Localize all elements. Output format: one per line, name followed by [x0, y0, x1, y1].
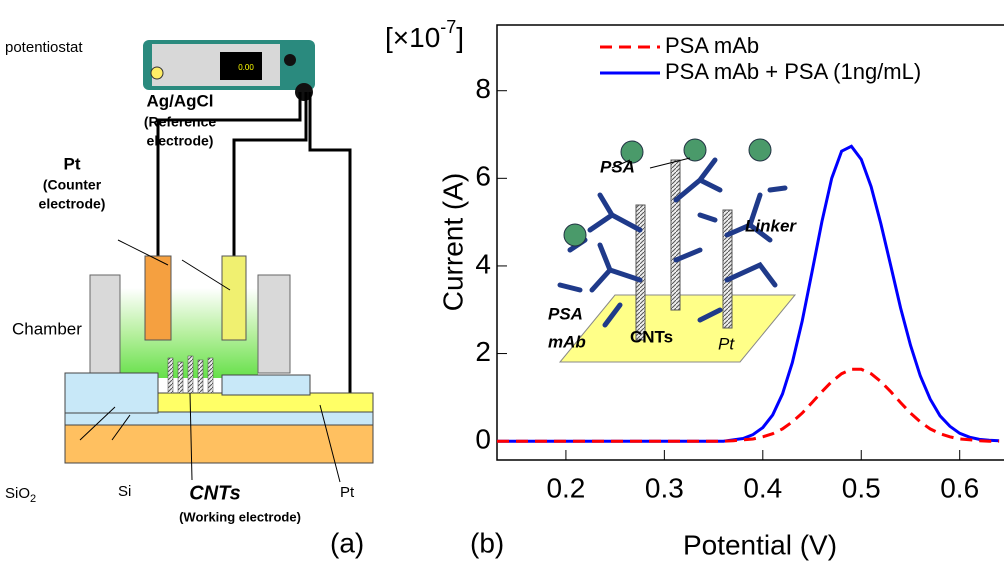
label: potentiostat [5, 39, 83, 56]
label: electrode) [39, 196, 106, 212]
annotation: PSA [600, 157, 635, 176]
y-tick-label: 2 [475, 336, 491, 367]
annotation: CNTs [630, 327, 673, 346]
cnt [636, 205, 645, 340]
label: SiO2 [5, 485, 36, 505]
annotation: Linker [745, 216, 797, 235]
x-tick-label: 0.2 [546, 472, 585, 503]
x-axis-label: Potential (V) [683, 529, 837, 560]
leader [118, 240, 230, 290]
y-axis-label: Current (A) [437, 173, 468, 311]
cnt [671, 160, 680, 310]
label: CNTs [189, 482, 240, 504]
knob [151, 67, 163, 79]
legend-label: PSA mAb [665, 33, 759, 58]
panel-label: (a) [330, 527, 364, 558]
chamber-wall [90, 275, 120, 373]
y-tick-label: 8 [475, 73, 491, 104]
data-line [497, 146, 999, 441]
reference-electrode [222, 256, 246, 340]
label: Pt [64, 154, 81, 173]
cnt [723, 210, 732, 328]
label: (Reference [144, 114, 217, 130]
scale-label: [×10-7] [385, 17, 464, 54]
x-tick-label: 0.4 [743, 472, 782, 503]
x-tick-label: 0.6 [940, 472, 979, 503]
label: Pt [340, 484, 355, 501]
sio2-block [222, 375, 310, 395]
data-line [497, 369, 999, 441]
y-tick-label: 0 [475, 424, 491, 455]
sio2-block [65, 373, 158, 413]
label: electrode) [147, 133, 214, 149]
label: Ag/AgCl [146, 91, 213, 110]
label: Si [118, 483, 131, 500]
annotation: PSA [548, 304, 583, 323]
chart: (b) [×10-7] Potential (V) Current (A) PS… [385, 17, 1004, 561]
y-tick-label: 4 [475, 248, 491, 279]
label: Chamber [12, 319, 82, 338]
legend-label: PSA mAb + PSA (1ng/mL) [665, 59, 921, 84]
display-text: 0.00 [238, 63, 254, 72]
x-tick-label: 0.3 [645, 472, 684, 503]
label: (Counter [43, 177, 102, 193]
panel-label: (b) [470, 527, 504, 558]
annotation: Pt [718, 334, 735, 353]
figure: 0.00 potentiostat Ag/AgCl (Reference ele… [0, 0, 1004, 565]
knob [284, 54, 296, 66]
label: (Working electrode) [179, 509, 301, 524]
diagram: 0.00 potentiostat Ag/AgCl (Reference ele… [5, 39, 373, 558]
x-tick-label: 0.5 [842, 472, 881, 503]
inset: PSA Linker PSA mAb CNTs Pt [548, 139, 797, 362]
counter-electrode [145, 256, 171, 340]
chamber-wall [258, 275, 290, 373]
y-tick-label: 6 [475, 161, 491, 192]
annotation: mAb [548, 332, 586, 351]
